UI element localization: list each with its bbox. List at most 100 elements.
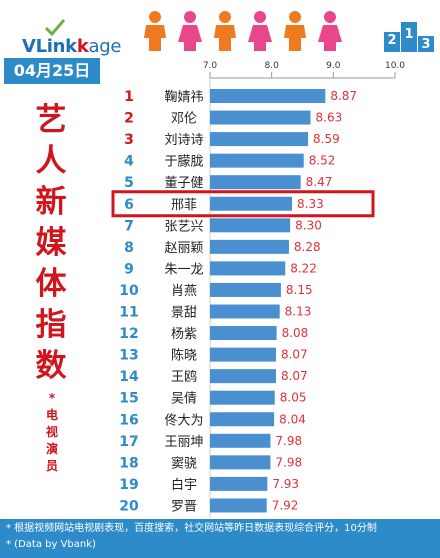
brand-suffix: age [88, 36, 122, 57]
rank-number: 3 [124, 132, 134, 148]
rank-number: 13 [119, 348, 138, 364]
artist-name: 朱一龙 [164, 262, 203, 277]
rank-number: 14 [119, 369, 139, 385]
rank-number: 20 [119, 498, 139, 514]
artist-name: 佟大为 [164, 412, 203, 428]
brand-prefix: VLink [22, 36, 77, 57]
x-tick-label: 8.0 [265, 61, 280, 71]
subtitle-mark: * [48, 391, 56, 405]
rank-number: 7 [124, 218, 134, 234]
score-bar [210, 369, 276, 384]
score-bar [210, 304, 280, 319]
artist-name: 陈晓 [171, 348, 197, 364]
score-bar [210, 390, 275, 405]
score-label: 8.13 [285, 305, 312, 319]
rank-number: 8 [124, 240, 134, 256]
score-label: 8.08 [282, 326, 309, 340]
score-label: 7.98 [275, 434, 302, 448]
score-label: 8.07 [281, 369, 308, 383]
artist-name: 王鸥 [171, 369, 197, 385]
artist-name: 赵丽颖 [164, 241, 203, 256]
score-bar [210, 433, 271, 448]
score-label: 8.22 [290, 261, 317, 275]
subtitle-char: 员 [45, 459, 58, 473]
footer-note: * 根据视频网站电视剧表现，百度搜索，社交网站等昨日数据表现综合评分，10分制 … [0, 519, 440, 558]
date-badge: 04月25日 [4, 58, 100, 84]
score-bar [210, 261, 286, 276]
score-bar [210, 196, 293, 211]
highlight-box [111, 190, 375, 218]
footer-line-1: * 根据视频网站电视剧表现，百度搜索，社交网站等昨日数据表现综合评分，10分制 [6, 523, 377, 534]
subtitle-char: 电 [45, 408, 58, 422]
rank-number: 15 [119, 391, 138, 407]
score-label: 8.05 [280, 391, 307, 405]
score-bar [210, 455, 271, 470]
score-label: 8.47 [306, 175, 333, 189]
score-bar [210, 498, 267, 513]
score-bar [210, 347, 276, 362]
score-label: 8.07 [281, 348, 308, 362]
person-icon-1 [144, 11, 166, 51]
footer-line-2: * (Data by Vbank) [6, 539, 96, 550]
person-icon-6 [318, 11, 342, 51]
brand-link-part: k [76, 36, 89, 57]
rank-number: 1 [124, 89, 134, 105]
artist-name: 白宇 [171, 477, 197, 493]
svg-text:3: 3 [421, 37, 430, 52]
rank-number: 5 [124, 175, 134, 191]
podium-icon: 2 1 3 [384, 22, 434, 52]
title-char: 人 [35, 143, 67, 179]
ranking-bar-chart: 7.0 8.0 9.0 10.0 1 鞠婧祎 8.87 2 邓伦 8.63 3 刘诗诗 8.59 4 于朦胧… [111, 61, 405, 518]
person-icon-2 [178, 11, 202, 51]
artist-name: 罗晋 [171, 499, 197, 514]
score-label: 7.98 [275, 455, 302, 469]
title-char: 指 [35, 307, 67, 343]
score-label: 8.04 [279, 412, 306, 426]
title-char: 新 [35, 184, 67, 220]
person-icon-3 [214, 11, 236, 51]
person-icon-5 [284, 11, 306, 51]
artist-name: 吴倩 [171, 392, 197, 407]
score-bar [210, 153, 304, 168]
rank-number: 4 [124, 154, 134, 170]
score-bar [210, 412, 275, 427]
brand-name: VLinkkage [22, 36, 121, 57]
title-char: 艺 [35, 102, 67, 138]
score-label: 8.28 [294, 240, 321, 254]
score-label: 8.52 [309, 154, 336, 168]
rank-number: 10 [119, 283, 139, 299]
rank-number: 9 [124, 261, 134, 277]
score-bar [210, 132, 309, 147]
score-label: 7.93 [272, 477, 299, 491]
score-bar [210, 89, 326, 103]
x-tick-label: 9.0 [326, 61, 341, 71]
page-title: 艺 人 新 媒 体 指 数 [30, 100, 72, 387]
score-bar [210, 326, 277, 341]
artist-name: 王丽坤 [164, 435, 203, 450]
rank-number: 12 [119, 326, 138, 342]
score-label: 8.33 [297, 197, 324, 211]
category-subtitle: * 电 视 演 员 [44, 390, 60, 475]
svg-text:2: 2 [387, 33, 396, 48]
artist-name: 张艺兴 [164, 219, 203, 234]
score-label: 8.87 [330, 89, 357, 103]
subtitle-char: 视 [45, 425, 58, 439]
svg-text:1: 1 [404, 27, 413, 42]
title-char: 体 [35, 266, 67, 302]
rank-number: 2 [124, 111, 134, 127]
score-label: 8.15 [286, 283, 313, 297]
title-char: 媒 [35, 225, 67, 261]
subtitle-char: 演 [45, 442, 58, 456]
score-bar [210, 239, 289, 254]
score-bar [210, 282, 281, 297]
score-label: 8.30 [295, 218, 322, 232]
title-char: 数 [35, 348, 67, 384]
artist-name: 窦骁 [171, 456, 197, 471]
score-bar [210, 110, 311, 125]
rank-number: 11 [119, 305, 138, 321]
artist-name: 刘诗诗 [164, 133, 203, 148]
artist-name: 肖燕 [171, 284, 197, 299]
artist-name: 鞠婧祎 [164, 90, 203, 105]
score-bar [210, 218, 291, 233]
score-bar [210, 476, 268, 491]
